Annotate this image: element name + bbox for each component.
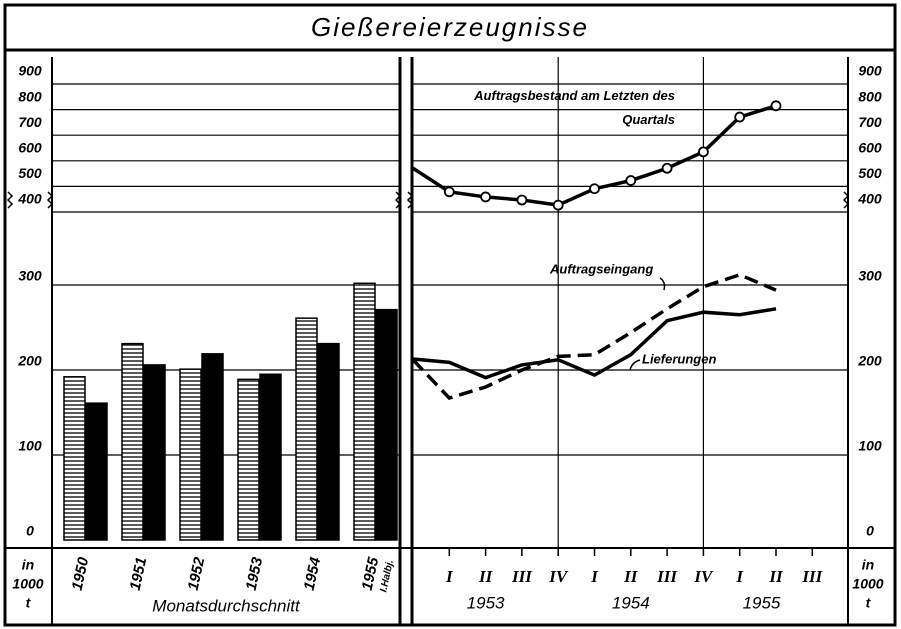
bar bbox=[317, 342, 340, 541]
point bbox=[443, 186, 455, 198]
y-tick-label: 300 bbox=[18, 268, 42, 284]
y-tick-label: 300 bbox=[858, 268, 882, 284]
line-series bbox=[411, 272, 777, 401]
year-label: 1953 bbox=[467, 593, 505, 612]
x-tick-label: IV bbox=[693, 567, 714, 586]
year-label: 1955 bbox=[743, 593, 781, 612]
y2-tick-label: 800 bbox=[18, 88, 42, 104]
unit-label: in bbox=[862, 557, 874, 573]
y2-tick-label: 700 bbox=[18, 114, 42, 130]
series-label: Auftragseingang bbox=[549, 261, 653, 276]
point bbox=[698, 146, 709, 158]
y-tick-label: 200 bbox=[857, 353, 882, 369]
bar bbox=[179, 368, 202, 541]
label-leader bbox=[659, 277, 666, 291]
y2-tick-label: 600 bbox=[858, 140, 882, 156]
bar bbox=[85, 402, 108, 541]
point bbox=[625, 175, 637, 186]
bar bbox=[121, 342, 144, 541]
y2-tick-label: 500 bbox=[18, 165, 42, 181]
y-tick-label: 0 bbox=[26, 523, 34, 539]
x-tick-label: 1955 bbox=[359, 555, 383, 592]
y-tick-label: 100 bbox=[18, 438, 42, 454]
unit-label: t bbox=[26, 595, 32, 611]
y2-tick-label: 700 bbox=[858, 114, 882, 130]
line-series bbox=[412, 307, 777, 380]
bar bbox=[201, 353, 224, 541]
x-tick-label: 1951 bbox=[127, 556, 151, 592]
y2-tick-label: 800 bbox=[858, 88, 882, 104]
unit-label: in bbox=[22, 557, 34, 573]
x-tick-label: I bbox=[735, 567, 744, 586]
bar bbox=[63, 376, 86, 541]
unit-label: t bbox=[866, 595, 872, 611]
series-label-box: Auftragsbestand am Letzten des Quartals bbox=[474, 88, 675, 127]
bar bbox=[375, 308, 398, 541]
x-tick-label: 1953 bbox=[243, 555, 267, 592]
axis-break bbox=[842, 191, 850, 209]
bar bbox=[353, 282, 376, 541]
x-tick-label: 1954 bbox=[301, 555, 325, 592]
axis-break bbox=[394, 191, 402, 209]
point bbox=[770, 100, 782, 112]
y-tick-label: 200 bbox=[17, 353, 42, 369]
bar bbox=[295, 317, 318, 541]
x-tick-label: II bbox=[623, 567, 639, 586]
unit-label: 1000 bbox=[12, 576, 43, 592]
frame bbox=[3, 3, 897, 627]
x-tick-label: III bbox=[511, 567, 533, 586]
unit-label: 1000 bbox=[852, 576, 883, 592]
series-label: Auftragsbestand am Letzten des Quartals bbox=[474, 88, 675, 127]
chart-title: Gießereierzeugnisse bbox=[311, 12, 589, 42]
series-label: Lieferungen bbox=[642, 351, 716, 366]
y2-tick-label: 600 bbox=[18, 140, 42, 156]
y2-tick-label: 900 bbox=[858, 63, 882, 79]
point bbox=[480, 191, 492, 203]
point bbox=[734, 111, 746, 123]
x-axis-label: Monatsdurchschnitt bbox=[152, 596, 301, 615]
x-tick-label: III bbox=[656, 567, 678, 586]
x-tick-label: 1952 bbox=[185, 555, 209, 592]
bar bbox=[237, 378, 260, 541]
x-tick-label: I bbox=[590, 567, 599, 586]
axis-break bbox=[6, 191, 14, 209]
y2-tick-label: 900 bbox=[18, 63, 42, 79]
label-leader bbox=[629, 359, 641, 371]
y-tick-label: 100 bbox=[858, 438, 882, 454]
y2-tick-label: 400 bbox=[17, 191, 42, 207]
point bbox=[516, 194, 528, 206]
point bbox=[661, 162, 673, 174]
x-tick-label: I bbox=[445, 567, 454, 586]
point bbox=[589, 183, 600, 195]
y2-tick-label: 500 bbox=[858, 165, 882, 181]
y2-tick-label: 400 bbox=[857, 191, 882, 207]
bar bbox=[143, 364, 166, 541]
axis-break bbox=[46, 191, 54, 209]
x-tick-label: IV bbox=[548, 567, 569, 586]
bar bbox=[259, 373, 282, 541]
axis-break bbox=[406, 191, 414, 209]
x-tick-label: II bbox=[768, 567, 784, 586]
point bbox=[552, 199, 564, 211]
x-tick-label: III bbox=[801, 567, 823, 586]
x-tick-label: II bbox=[478, 567, 494, 586]
y-tick-label: 0 bbox=[866, 523, 874, 539]
x-tick-label: 1950 bbox=[69, 555, 93, 592]
year-label: 1954 bbox=[612, 593, 650, 612]
